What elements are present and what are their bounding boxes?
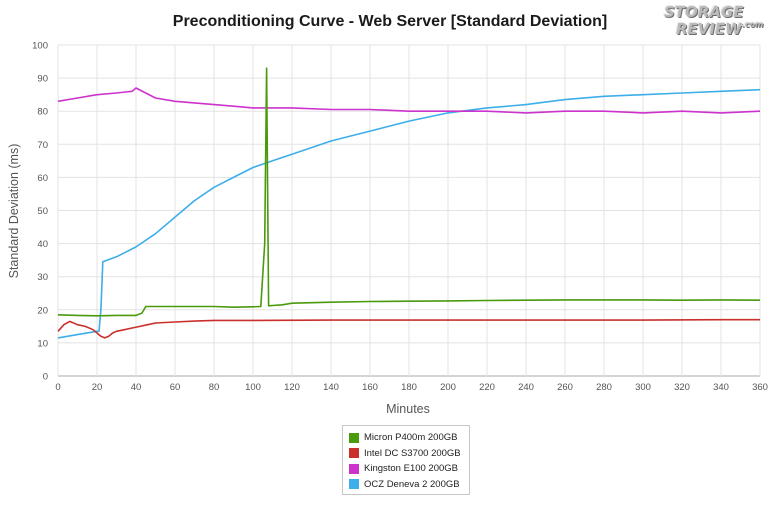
logo-line-1: STORAGE bbox=[664, 3, 744, 21]
y-tick-label: 20 bbox=[37, 305, 48, 316]
logo-line-2-text: REVIEW bbox=[676, 20, 742, 38]
legend: Micron P400m 200GB Intel DC S3700 200GB Ki… bbox=[342, 425, 470, 495]
legend-label: Kingston E100 200GB bbox=[364, 463, 459, 475]
legend-item: OCZ Deneva 2 200GB bbox=[349, 477, 469, 493]
x-tick-label: 280 bbox=[596, 382, 612, 393]
x-tick-label: 100 bbox=[245, 382, 261, 393]
y-tick-labels: 0 10 20 30 40 50 60 70 80 90 100 bbox=[32, 41, 48, 383]
x-tick-labels: 0 20 40 60 80 100 120 140 160 180 200 220 240 260 280 3… bbox=[55, 382, 768, 393]
series-line-3 bbox=[57, 88, 761, 339]
legend-swatch bbox=[349, 448, 359, 459]
legend-swatch bbox=[349, 479, 359, 490]
y-tick-label: 90 bbox=[37, 74, 48, 85]
y-tick-label: 70 bbox=[37, 140, 48, 151]
x-tick-label: 240 bbox=[518, 382, 534, 393]
y-tick-label: 50 bbox=[37, 206, 48, 217]
x-tick-label: 60 bbox=[170, 382, 181, 393]
legend-label: OCZ Deneva 2 200GB bbox=[364, 478, 460, 490]
x-tick-label: 40 bbox=[131, 382, 142, 393]
y-axis-label: Standard Deviation (ms) bbox=[7, 144, 21, 279]
legend-label: Intel DC S3700 200GB bbox=[364, 447, 461, 459]
x-tick-label: 140 bbox=[323, 382, 339, 393]
x-tick-label: 0 bbox=[55, 382, 60, 393]
legend-item: Intel DC S3700 200GB bbox=[349, 446, 469, 462]
y-tick-label: 100 bbox=[32, 41, 48, 52]
x-tick-label: 260 bbox=[557, 382, 573, 393]
x-tick-label: 120 bbox=[284, 382, 300, 393]
x-tick-label: 360 bbox=[752, 382, 768, 393]
y-tick-label: 30 bbox=[37, 272, 48, 283]
x-tick-label: 320 bbox=[674, 382, 690, 393]
chart-title: Preconditioning Curve - Web Server [Stan… bbox=[172, 13, 608, 30]
logo-suffix: .com bbox=[741, 20, 764, 29]
x-tick-label: 340 bbox=[713, 382, 729, 393]
legend-item: Kingston E100 200GB bbox=[349, 461, 469, 477]
storagereview-logo: STORAGE REVIEW.com bbox=[662, 2, 772, 40]
x-axis-label: Minutes bbox=[386, 402, 430, 416]
legend-label: Micron P400m 200GB bbox=[364, 432, 458, 444]
legend-item: Micron P400m 200GB bbox=[349, 430, 469, 446]
y-tick-label: 40 bbox=[37, 239, 48, 250]
logo-line-2: REVIEW.com bbox=[676, 20, 763, 38]
y-tick-label: 10 bbox=[37, 338, 48, 349]
legend-swatch bbox=[349, 432, 359, 443]
series-lines bbox=[57, 67, 761, 339]
x-tick-label: 180 bbox=[401, 382, 417, 393]
x-tick-label: 220 bbox=[479, 382, 495, 393]
y-tick-label: 80 bbox=[37, 107, 48, 118]
x-tick-label: 200 bbox=[440, 382, 456, 393]
series-line-1 bbox=[57, 318, 760, 339]
x-tick-label: 80 bbox=[209, 382, 220, 393]
y-tick-label: 60 bbox=[37, 173, 48, 184]
y-tick-label: 0 bbox=[43, 372, 48, 383]
series-line-2 bbox=[57, 87, 761, 114]
x-tick-label: 160 bbox=[362, 382, 378, 393]
legend-swatch bbox=[349, 463, 359, 474]
series-line-0 bbox=[57, 67, 761, 317]
x-tick-label: 300 bbox=[635, 382, 651, 393]
x-tick-label: 20 bbox=[92, 382, 103, 393]
